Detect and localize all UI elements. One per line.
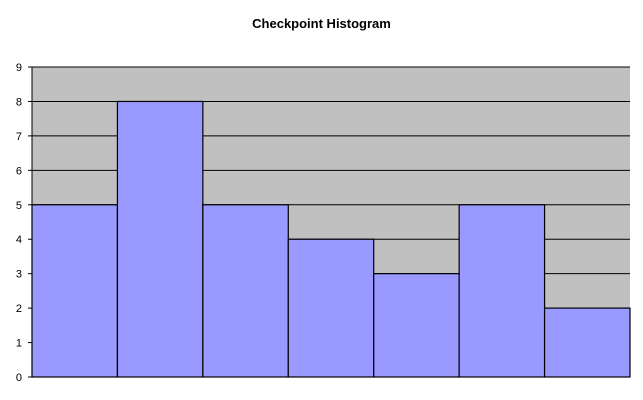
- histogram-bar: [116, 100, 204, 378]
- y-tick-label: 7: [16, 131, 22, 143]
- histogram-bar: [373, 273, 460, 378]
- bars: [31, 100, 631, 378]
- histogram-bar: [202, 204, 289, 378]
- y-tick-label: 6: [16, 165, 22, 177]
- y-tick-label: 0: [16, 372, 22, 384]
- y-tick-label: 8: [16, 96, 22, 108]
- histogram-bar: [543, 307, 631, 378]
- histogram-bar: [458, 204, 546, 378]
- y-tick-label: 2: [16, 303, 22, 315]
- axes: [31, 67, 630, 378]
- chart-title: Checkpoint Histogram: [252, 16, 391, 31]
- y-tick-label: 9: [16, 62, 22, 74]
- y-tick-label: 1: [16, 338, 22, 350]
- y-tick-labels: 0 1 2 3 4 5 6 7 8 9: [16, 62, 32, 384]
- y-tick-label: 3: [16, 269, 22, 281]
- histogram-bar: [31, 204, 119, 378]
- y-tick-label: 5: [16, 200, 22, 212]
- y-tick-label: 4: [16, 234, 22, 246]
- histogram-bar: [287, 238, 375, 378]
